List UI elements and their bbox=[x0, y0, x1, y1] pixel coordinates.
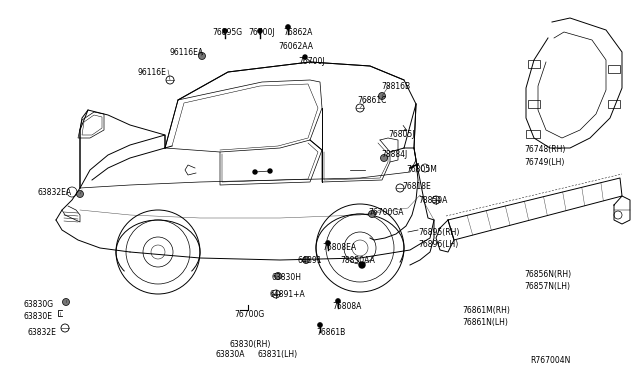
Text: 76862A: 76862A bbox=[283, 28, 312, 37]
Circle shape bbox=[77, 190, 83, 198]
Text: 63831(LH): 63831(LH) bbox=[258, 350, 298, 359]
Text: 78884J: 78884J bbox=[381, 150, 407, 159]
Text: 76861M(RH): 76861M(RH) bbox=[462, 306, 510, 315]
Text: 76748(RH): 76748(RH) bbox=[524, 145, 565, 154]
Circle shape bbox=[381, 154, 387, 161]
Text: 78850A: 78850A bbox=[418, 196, 447, 205]
Text: 76856N(RH): 76856N(RH) bbox=[524, 270, 571, 279]
Text: R767004N: R767004N bbox=[530, 356, 570, 365]
Text: 78816B: 78816B bbox=[381, 82, 410, 91]
Text: 63830(RH): 63830(RH) bbox=[230, 340, 271, 349]
Text: 76861N(LH): 76861N(LH) bbox=[462, 318, 508, 327]
Text: 76895G: 76895G bbox=[212, 28, 242, 37]
Text: 96116EA: 96116EA bbox=[170, 48, 204, 57]
Circle shape bbox=[257, 29, 262, 33]
Circle shape bbox=[359, 262, 365, 268]
Text: 63830G: 63830G bbox=[24, 300, 54, 309]
Text: 76700GA: 76700GA bbox=[368, 208, 403, 217]
Circle shape bbox=[63, 298, 70, 305]
Text: 78850AA: 78850AA bbox=[340, 256, 375, 265]
Text: 76805J: 76805J bbox=[388, 130, 415, 139]
Text: 63830H: 63830H bbox=[272, 273, 302, 282]
Circle shape bbox=[253, 170, 257, 174]
Text: 76805M: 76805M bbox=[406, 165, 437, 174]
Text: 76818E: 76818E bbox=[402, 182, 431, 191]
Circle shape bbox=[326, 241, 330, 246]
Circle shape bbox=[317, 323, 323, 327]
Circle shape bbox=[285, 25, 291, 29]
Text: 63830A: 63830A bbox=[216, 350, 246, 359]
Circle shape bbox=[303, 55, 307, 59]
Text: 76700J: 76700J bbox=[298, 57, 324, 66]
Circle shape bbox=[198, 52, 205, 60]
Circle shape bbox=[223, 29, 227, 33]
Circle shape bbox=[268, 169, 272, 173]
Circle shape bbox=[369, 211, 376, 218]
Text: 76861B: 76861B bbox=[316, 328, 345, 337]
Text: 76062AA: 76062AA bbox=[278, 42, 313, 51]
Circle shape bbox=[303, 257, 310, 263]
Text: 76857N(LH): 76857N(LH) bbox=[524, 282, 570, 291]
Text: 76808A: 76808A bbox=[332, 302, 362, 311]
Text: 63832EA: 63832EA bbox=[38, 188, 72, 197]
Circle shape bbox=[335, 298, 340, 304]
Text: 76700J: 76700J bbox=[248, 28, 275, 37]
Text: 64B91: 64B91 bbox=[298, 256, 323, 265]
Text: 96116E: 96116E bbox=[138, 68, 167, 77]
Text: 76895(RH): 76895(RH) bbox=[418, 228, 460, 237]
Circle shape bbox=[378, 93, 385, 99]
Circle shape bbox=[275, 273, 282, 279]
Text: 76700G: 76700G bbox=[234, 310, 264, 319]
Text: 63832E: 63832E bbox=[28, 328, 57, 337]
Text: 76749(LH): 76749(LH) bbox=[524, 158, 564, 167]
Text: 76808EA: 76808EA bbox=[322, 243, 356, 252]
Text: 64891+A: 64891+A bbox=[270, 290, 306, 299]
Text: 76896(LH): 76896(LH) bbox=[418, 240, 458, 249]
Text: 76861C: 76861C bbox=[357, 96, 387, 105]
Text: 63830E: 63830E bbox=[24, 312, 53, 321]
